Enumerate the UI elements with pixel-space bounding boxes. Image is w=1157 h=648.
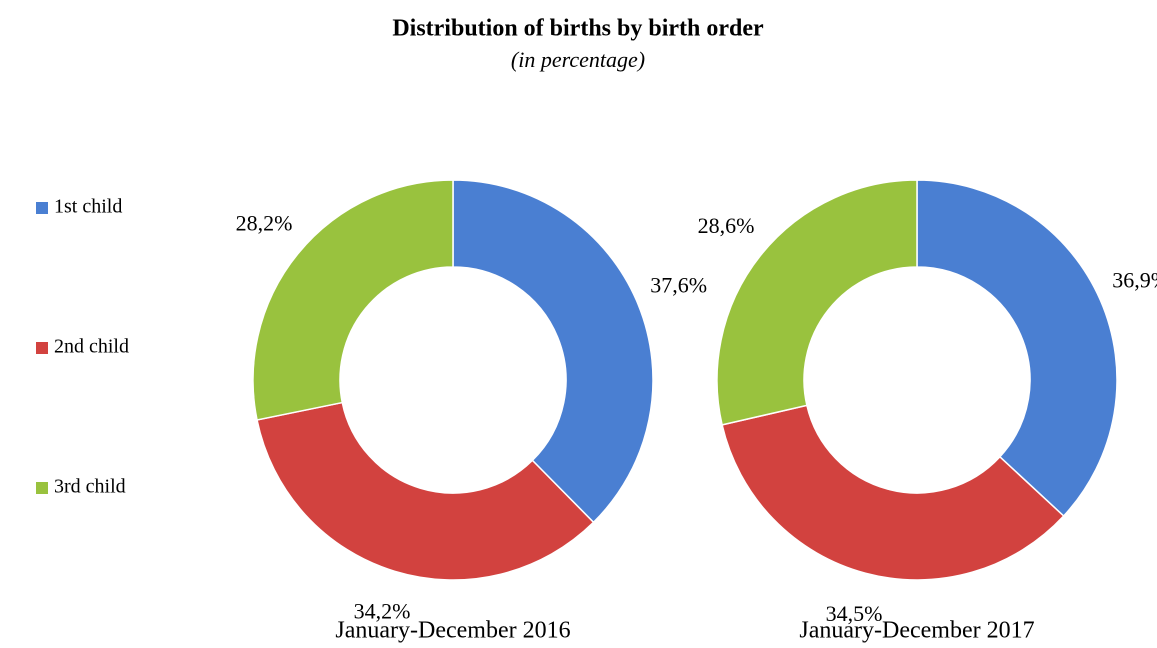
legend-swatch: [36, 342, 48, 354]
data-label: 28,2%: [236, 211, 293, 236]
donut-segment: [916, 179, 1118, 518]
donut-segment: [252, 179, 454, 421]
donut-segment: [256, 401, 595, 581]
data-label: 34,5%: [826, 601, 883, 626]
data-label: 34,2%: [354, 598, 411, 623]
legend-label: 1st child: [54, 196, 122, 218]
legend-label: 2nd child: [54, 336, 129, 358]
series-label: January-December 2017: [799, 618, 1034, 644]
donut-segment: [716, 179, 918, 426]
legend-label: 3rd child: [54, 476, 126, 498]
chart-title: Distribution of births by birth order: [392, 16, 764, 42]
donut-segment: [721, 404, 1065, 581]
data-label: 28,6%: [698, 213, 755, 238]
data-label: 37,6%: [650, 272, 707, 297]
legend-swatch: [36, 202, 48, 214]
chart-subtitle: (in percentage): [511, 47, 645, 72]
data-label: 36,9%: [1112, 267, 1157, 292]
legend-swatch: [36, 482, 48, 494]
donut-segment: [452, 179, 654, 524]
series-label: January-December 2016: [335, 618, 570, 644]
